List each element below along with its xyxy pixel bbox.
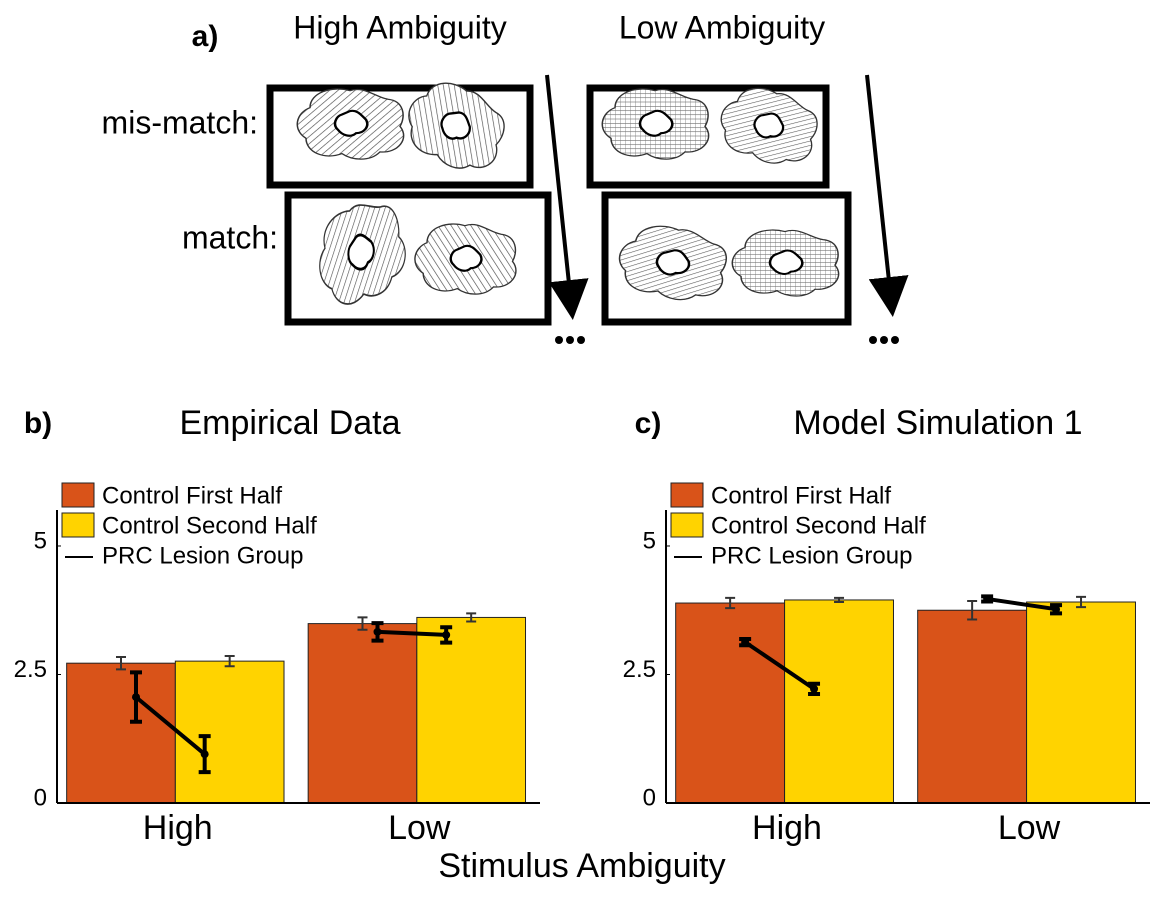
error-bar	[115, 656, 126, 671]
line-point	[741, 638, 750, 647]
error-bar	[834, 596, 845, 604]
legend-label: PRC Lesion Group	[711, 542, 912, 569]
line-point	[810, 684, 819, 693]
y-tick-label: 0	[643, 784, 656, 811]
stimulus	[414, 223, 517, 295]
chart-title: Empirical Data	[179, 404, 400, 442]
bar	[675, 602, 786, 804]
panel-a: a) High Ambiguity Low Ambiguity mis-matc…	[102, 9, 909, 344]
error-bar	[466, 612, 477, 623]
line-point	[373, 627, 382, 636]
x-tick-label: Low	[388, 809, 451, 847]
line-point	[1052, 605, 1061, 614]
panel-label: a)	[192, 20, 219, 53]
line-point	[442, 630, 451, 639]
legend-label: Control Second Half	[102, 512, 317, 539]
x-tick-label: High	[752, 809, 822, 847]
y-tick-label: 2.5	[14, 656, 47, 683]
bar	[416, 616, 527, 804]
legend-label: Control First Half	[711, 482, 891, 509]
line-segment	[744, 640, 816, 691]
stimulus	[601, 88, 710, 160]
error-bar	[224, 654, 235, 668]
stimulus	[296, 88, 405, 160]
ellipsis	[555, 336, 899, 344]
y-tick-label: 2.5	[623, 656, 656, 683]
line-point	[983, 594, 992, 603]
bar	[917, 609, 1028, 804]
legend-label: Control Second Half	[711, 512, 926, 539]
column-label: High Ambiguity	[293, 9, 506, 45]
column-label: Low Ambiguity	[619, 9, 825, 45]
line-point	[131, 693, 140, 702]
error-bar	[1076, 595, 1087, 609]
legend-swatch	[670, 482, 704, 508]
legend-label: Control First Half	[102, 482, 282, 509]
y-tick-label: 5	[34, 527, 47, 554]
legend-swatch	[61, 482, 95, 508]
stimulus	[731, 229, 840, 297]
error-bar	[967, 599, 978, 621]
x-tick-label: High	[143, 809, 213, 847]
arrow	[865, 74, 909, 317]
row-label: mis-match:	[102, 104, 258, 140]
bar	[1026, 601, 1136, 804]
y-tick-label: 0	[34, 784, 47, 811]
bar	[66, 662, 176, 804]
line-segment	[986, 596, 1057, 612]
chart-title: Model Simulation 1	[793, 404, 1082, 442]
line-segment	[134, 695, 206, 756]
legend-swatch	[61, 512, 95, 538]
line-point	[200, 750, 209, 759]
arrow	[545, 74, 589, 320]
y-tick-label: 5	[643, 527, 656, 554]
panel-label: c)	[635, 407, 662, 440]
row-label: match:	[182, 219, 278, 255]
error-bar	[725, 596, 736, 610]
x-tick-label: Low	[998, 809, 1061, 847]
x-axis-label: Stimulus Ambiguity	[438, 847, 725, 885]
bar	[784, 599, 894, 804]
legend-label: PRC Lesion Group	[102, 542, 303, 569]
bar	[174, 660, 285, 804]
bar	[307, 623, 418, 804]
panel-label: b)	[24, 407, 52, 440]
error-bar	[357, 616, 368, 631]
line-segment	[377, 629, 447, 637]
legend-swatch	[670, 512, 704, 538]
